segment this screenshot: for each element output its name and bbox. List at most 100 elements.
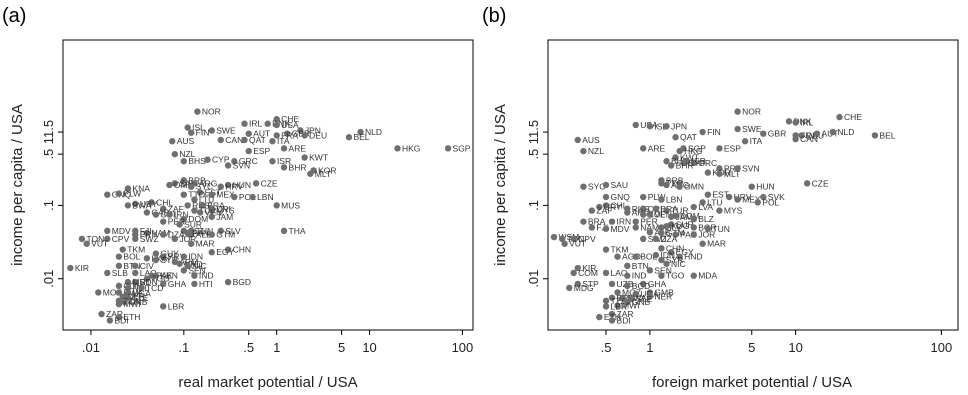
data-point: [160, 205, 167, 212]
data-point-label: LVA: [698, 202, 713, 212]
data-point-label: NIC: [671, 259, 686, 269]
data-point-label: HUN: [756, 182, 774, 192]
data-point-label: TCD: [146, 283, 163, 293]
data-point: [716, 165, 723, 172]
data-point: [95, 289, 102, 296]
data-point-label: SUR: [676, 219, 694, 229]
data-point-label: UGA: [132, 288, 151, 298]
data-point-label: GNQ: [611, 192, 631, 202]
data-point: [184, 124, 191, 131]
data-point: [704, 191, 712, 198]
data-point-label: MAR: [707, 239, 726, 249]
data-point-label: HTI: [199, 279, 213, 289]
data-point: [180, 215, 188, 223]
data-point: [624, 298, 631, 306]
data-point: [588, 224, 596, 231]
data-point-label: NLD: [365, 127, 382, 137]
data-point: [119, 293, 126, 300]
data-point-label: BRB: [666, 175, 684, 185]
data-point-label: JOR: [179, 234, 196, 244]
data-point-label: TUR: [199, 206, 216, 216]
data-point: [176, 221, 183, 228]
data-point: [199, 202, 206, 209]
data-point: [667, 249, 675, 256]
data-point-label: BRB: [188, 175, 206, 185]
x-tick-label: 10: [788, 340, 802, 355]
data-point-label: SYR: [160, 255, 177, 265]
data-point: [106, 317, 114, 324]
data-point-label: NOR: [742, 107, 761, 117]
data-point: [574, 280, 581, 288]
data-point: [734, 125, 741, 133]
data-point-label: SGP: [688, 143, 706, 153]
data-point: [672, 154, 679, 161]
data-point-label: SLE: [132, 293, 148, 303]
data-point: [672, 134, 679, 141]
data-point-label: IND: [632, 271, 647, 281]
data-point-label: PAN: [192, 228, 209, 238]
data-point: [217, 183, 224, 190]
data-point-label: LTU: [707, 197, 722, 207]
x-tick-label: .5: [243, 340, 254, 355]
data-point-label: FIN: [707, 127, 721, 137]
data-point: [119, 246, 126, 253]
data-point-label: DOM: [680, 211, 700, 221]
data-point: [632, 290, 639, 298]
data-point: [115, 313, 123, 321]
data-point: [78, 235, 86, 243]
data-point-label: SLE: [636, 294, 652, 304]
data-point: [196, 209, 204, 216]
data-point: [667, 162, 675, 169]
data-point-label: ISL: [192, 123, 205, 133]
data-point: [143, 275, 151, 282]
data-point-label: URY: [140, 199, 158, 209]
data-point: [588, 207, 596, 214]
data-point: [646, 211, 654, 218]
data-point: [734, 196, 741, 203]
data-point-label: TKM: [127, 245, 145, 255]
data-point: [249, 193, 256, 201]
data-point-label: PRY: [168, 252, 186, 262]
data-point-label: SVN: [742, 163, 759, 173]
data-point: [574, 136, 581, 144]
data-point-label: CHL: [611, 200, 628, 210]
data-point: [624, 272, 631, 279]
data-point: [83, 240, 90, 247]
data-point-label: PLW: [648, 192, 666, 202]
data-point: [124, 284, 132, 292]
data-point: [169, 138, 176, 145]
data-point: [160, 253, 167, 260]
data-point-label: SEN: [654, 265, 671, 275]
data-point-label: BEL: [879, 130, 895, 140]
data-point-label: NIC: [192, 261, 207, 271]
data-point: [640, 280, 647, 288]
data-point: [676, 147, 683, 155]
data-point-label: NZL: [179, 149, 195, 159]
data-point: [187, 129, 195, 136]
data-point-label: TUR: [671, 206, 688, 216]
data-point-label: TKM: [611, 245, 629, 255]
data-point-label: GRC: [698, 158, 717, 168]
data-point-label: PER: [640, 217, 657, 227]
data-point-label: NLD: [837, 127, 854, 137]
data-point-label: KIR: [582, 263, 596, 273]
data-point-label: IRN: [617, 217, 632, 227]
data-point: [652, 205, 660, 212]
data-point-label: FJI: [596, 222, 608, 232]
data-point: [171, 180, 179, 187]
data-point: [184, 262, 191, 270]
data-point: [224, 162, 232, 169]
data-point: [676, 183, 683, 190]
data-point-label: HUN: [233, 180, 251, 190]
data-point: [690, 231, 697, 238]
data-point: [301, 154, 308, 161]
data-point-label: KIR: [75, 263, 89, 273]
data-point-label: MAR: [196, 239, 215, 249]
data-point: [602, 269, 610, 277]
data-point-label: HND: [684, 252, 702, 262]
data-point: [115, 262, 123, 270]
plot-frame-b: [547, 39, 959, 331]
data-point: [176, 260, 183, 267]
data-point: [602, 202, 610, 209]
data-point-label: DOM: [188, 214, 208, 224]
